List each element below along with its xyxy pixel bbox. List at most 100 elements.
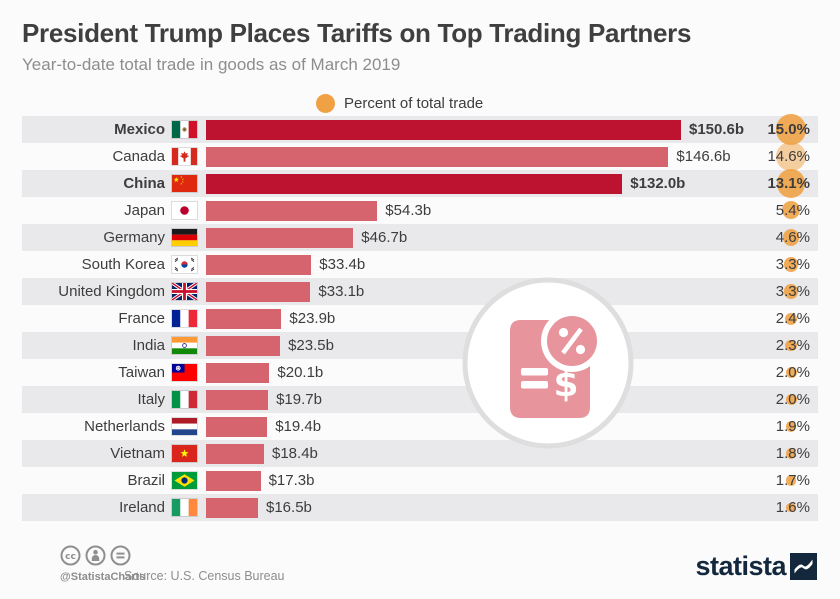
cc-icon[interactable]: cc: [60, 545, 81, 566]
chart-row: Canada $146.6b 14.6%: [22, 141, 818, 172]
country-flag-icon: [171, 444, 198, 463]
chart-row: Germany $46.7b 4.6%: [22, 224, 818, 251]
bar-area: $17.3b: [197, 467, 818, 494]
trade-value-bar: [206, 281, 311, 302]
trade-value-bar: [206, 308, 282, 329]
bar-area: $33.1b: [197, 278, 818, 305]
statista-logo[interactable]: statista: [695, 553, 817, 580]
country-flag-icon: [171, 147, 198, 166]
trade-value-bar: [206, 416, 268, 437]
cc-license-icons[interactable]: cc: [60, 545, 131, 566]
chart-row: Netherlands $19.4b 1.9%: [22, 413, 818, 440]
svg-text:$: $: [553, 364, 578, 405]
chart-row: Taiwan $20.1b 2.0%: [22, 359, 818, 386]
country-label: China: [123, 175, 165, 192]
trade-value-label: $33.4b: [319, 256, 366, 273]
chart-row: China $132.0b 13.1%: [22, 169, 818, 198]
country-label: Vietnam: [110, 445, 165, 462]
trade-value-label: $19.7b: [276, 391, 322, 408]
country-flag-icon: [171, 228, 198, 247]
trade-value-label: $132.0b: [630, 175, 686, 192]
trade-value-bar: [206, 146, 669, 167]
trade-value-label: $146.6b: [676, 148, 731, 165]
chart-row: Ireland $16.5b 1.6%: [22, 494, 818, 521]
percent-label: 1.7%: [775, 472, 810, 489]
bar-chart: Mexico $150.6b 15.0% Canada $146.6b 14.6…: [22, 114, 818, 521]
country-label: France: [118, 310, 165, 327]
trade-value-label: $18.4b: [272, 445, 318, 462]
bar-area: $19.4b: [197, 413, 818, 440]
country-flag-icon: [171, 120, 198, 139]
page-subtitle: Year-to-date total trade in goods as of …: [22, 55, 401, 74]
svg-text:cc: cc: [65, 552, 76, 562]
country-label: Taiwan: [118, 364, 165, 381]
percent-label: 4.6%: [775, 229, 810, 246]
chart-row: France $23.9b 2.4%: [22, 305, 818, 332]
percent-label: 2.0%: [775, 364, 810, 381]
chart-row: India $23.5b 2.3%: [22, 332, 818, 359]
cc-attribution-icon[interactable]: [85, 545, 106, 566]
percent-bubble-icon: [786, 502, 796, 513]
legend-label: Percent of total trade: [344, 95, 484, 112]
percent-bubble-icon: [783, 284, 799, 299]
bar-area: $150.6b: [197, 116, 818, 143]
percent-bubble-icon: [785, 339, 797, 352]
trade-value-label: $17.3b: [268, 472, 315, 489]
trade-document-watermark-icon: $: [462, 277, 634, 449]
country-flag-icon: [171, 201, 198, 220]
percent-legend-dot-icon: [316, 94, 335, 113]
legend: Percent of total trade: [316, 94, 483, 113]
trade-value-bar: [206, 470, 261, 491]
percent-label: 3.3%: [775, 283, 810, 300]
country-label: Japan: [124, 202, 165, 219]
percent-bubble-icon: [785, 394, 797, 405]
trade-value-bar: [206, 254, 312, 275]
country-label: Canada: [112, 148, 165, 165]
percent-bubble-icon: [785, 475, 797, 486]
trade-value-bar: [206, 497, 258, 518]
bar-area: $46.7b: [197, 224, 818, 251]
country-label: United Kingdom: [58, 283, 165, 300]
trade-value-bar: [206, 443, 264, 464]
percent-bubble-icon: [782, 201, 801, 220]
country-flag-icon: [171, 390, 198, 409]
statista-logo-mark-icon: [790, 553, 817, 580]
bar-area: $20.1b: [197, 359, 818, 386]
chart-row: Mexico $150.6b 15.0%: [22, 114, 818, 145]
country-flag-icon: [171, 336, 198, 355]
percent-bubble-icon: [785, 367, 797, 378]
percent-label: 13.1%: [767, 175, 810, 192]
bar-area: $23.9b: [197, 305, 818, 332]
percent-bubble-icon: [776, 169, 806, 198]
percent-bubble-icon: [785, 421, 797, 432]
percent-label: 2.0%: [775, 391, 810, 408]
trade-value-label: $23.5b: [288, 337, 334, 354]
country-label: India: [132, 337, 165, 354]
trade-value-bar: [206, 227, 354, 248]
bar-area: $19.7b: [197, 386, 818, 413]
bar-area: $146.6b: [197, 143, 818, 170]
percent-label: 1.9%: [775, 418, 810, 435]
percent-bubble-icon: [783, 257, 799, 272]
trade-value-label: $23.9b: [289, 310, 336, 327]
percent-bubble-icon: [784, 312, 797, 325]
statista-charts-handle[interactable]: @StatistaCharts: [60, 571, 146, 583]
trade-value-label: $46.7b: [361, 229, 408, 246]
bar-area: $54.3b: [197, 197, 818, 224]
cc-equality-icon[interactable]: [110, 545, 131, 566]
country-flag-icon: [171, 498, 198, 517]
percent-label: 5.4%: [775, 202, 810, 219]
country-label: South Korea: [81, 256, 165, 273]
trade-value-bar: [206, 119, 681, 140]
bar-area: $16.5b: [197, 494, 818, 521]
trade-value-label: $20.1b: [277, 364, 324, 381]
country-flag-icon: [171, 471, 198, 490]
country-label: Mexico: [114, 121, 165, 138]
percent-label: 1.6%: [775, 499, 810, 516]
trade-value-label: $16.5b: [266, 499, 312, 516]
trade-value-bar: [206, 362, 270, 383]
trade-value-bar: [206, 389, 269, 410]
percent-bubble-icon: [782, 229, 800, 246]
bar-area: $33.4b: [197, 251, 818, 278]
